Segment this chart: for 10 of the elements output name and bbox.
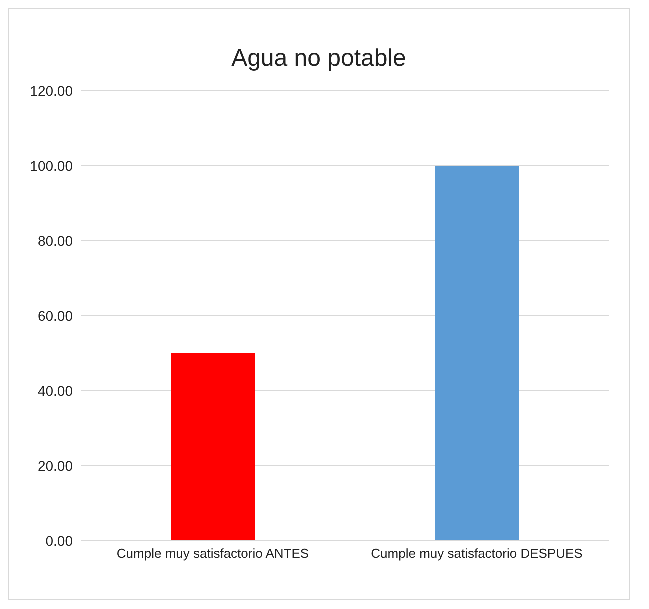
y-tick-label: 100.00 xyxy=(30,158,74,174)
y-tick-label: 120.00 xyxy=(30,82,74,99)
y-tick-label: 0.00 xyxy=(46,532,74,549)
y-tick-label: 80.00 xyxy=(38,232,74,249)
y-tick-label: 20.00 xyxy=(38,458,74,474)
x-tick-label: Cumple muy satisfactorio DESPUES xyxy=(371,546,584,562)
y-tick-label: 60.00 xyxy=(38,308,74,324)
y-tick-label: 40.00 xyxy=(38,382,74,399)
chart-title: Agua no potable xyxy=(230,45,408,74)
x-tick-label: Cumple muy satisfactorio ANTES xyxy=(116,546,310,562)
